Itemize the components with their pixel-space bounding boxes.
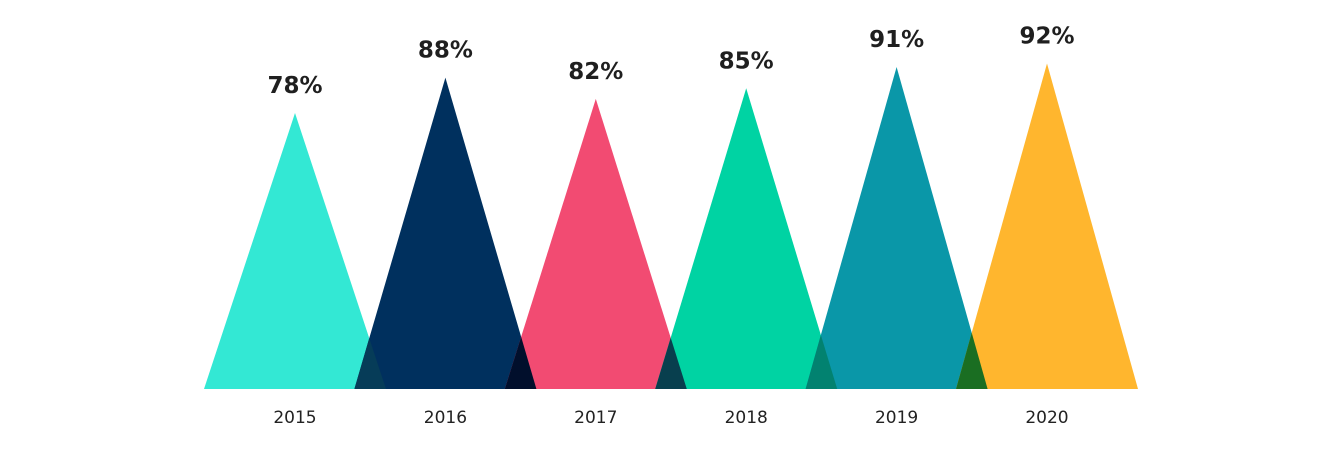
category-label-2017: 2017 — [574, 408, 617, 428]
value-label-2020: 92% — [1019, 24, 1074, 50]
value-label-2015: 78% — [267, 73, 322, 99]
overlap-2018-2019 — [805, 335, 838, 389]
category-label-2018: 2018 — [725, 408, 768, 428]
value-label-2018: 85% — [719, 48, 774, 74]
value-labels-layer: 78% 88% 82% 85% 91% 92% — [267, 24, 1074, 100]
triangle-bar-2016 — [354, 77, 537, 389]
overlap-2015-2016 — [354, 338, 386, 389]
triangle-bar-2020 — [956, 63, 1138, 390]
triangles-layer — [204, 63, 1138, 390]
category-label-2020: 2020 — [1025, 408, 1068, 428]
category-label-2019: 2019 — [875, 408, 918, 428]
overlap-2016-2017 — [504, 336, 537, 389]
overlap-2019-2020 — [956, 332, 988, 389]
category-label-2016: 2016 — [424, 408, 467, 428]
category-label-2015: 2015 — [273, 408, 316, 428]
triangle-bar-2015 — [204, 113, 386, 389]
triangle-bar-2018 — [655, 88, 838, 390]
triangle-bar-2017 — [504, 98, 687, 389]
category-labels-layer: 2015 2016 2017 2018 2019 2020 — [273, 408, 1068, 428]
overlap-2017-2018 — [655, 337, 687, 389]
value-label-2017: 82% — [568, 59, 623, 85]
value-label-2016: 88% — [418, 38, 473, 64]
overlaps-layer — [354, 332, 988, 389]
value-label-2019: 91% — [869, 27, 924, 53]
triangle-bar-2019 — [805, 67, 988, 390]
